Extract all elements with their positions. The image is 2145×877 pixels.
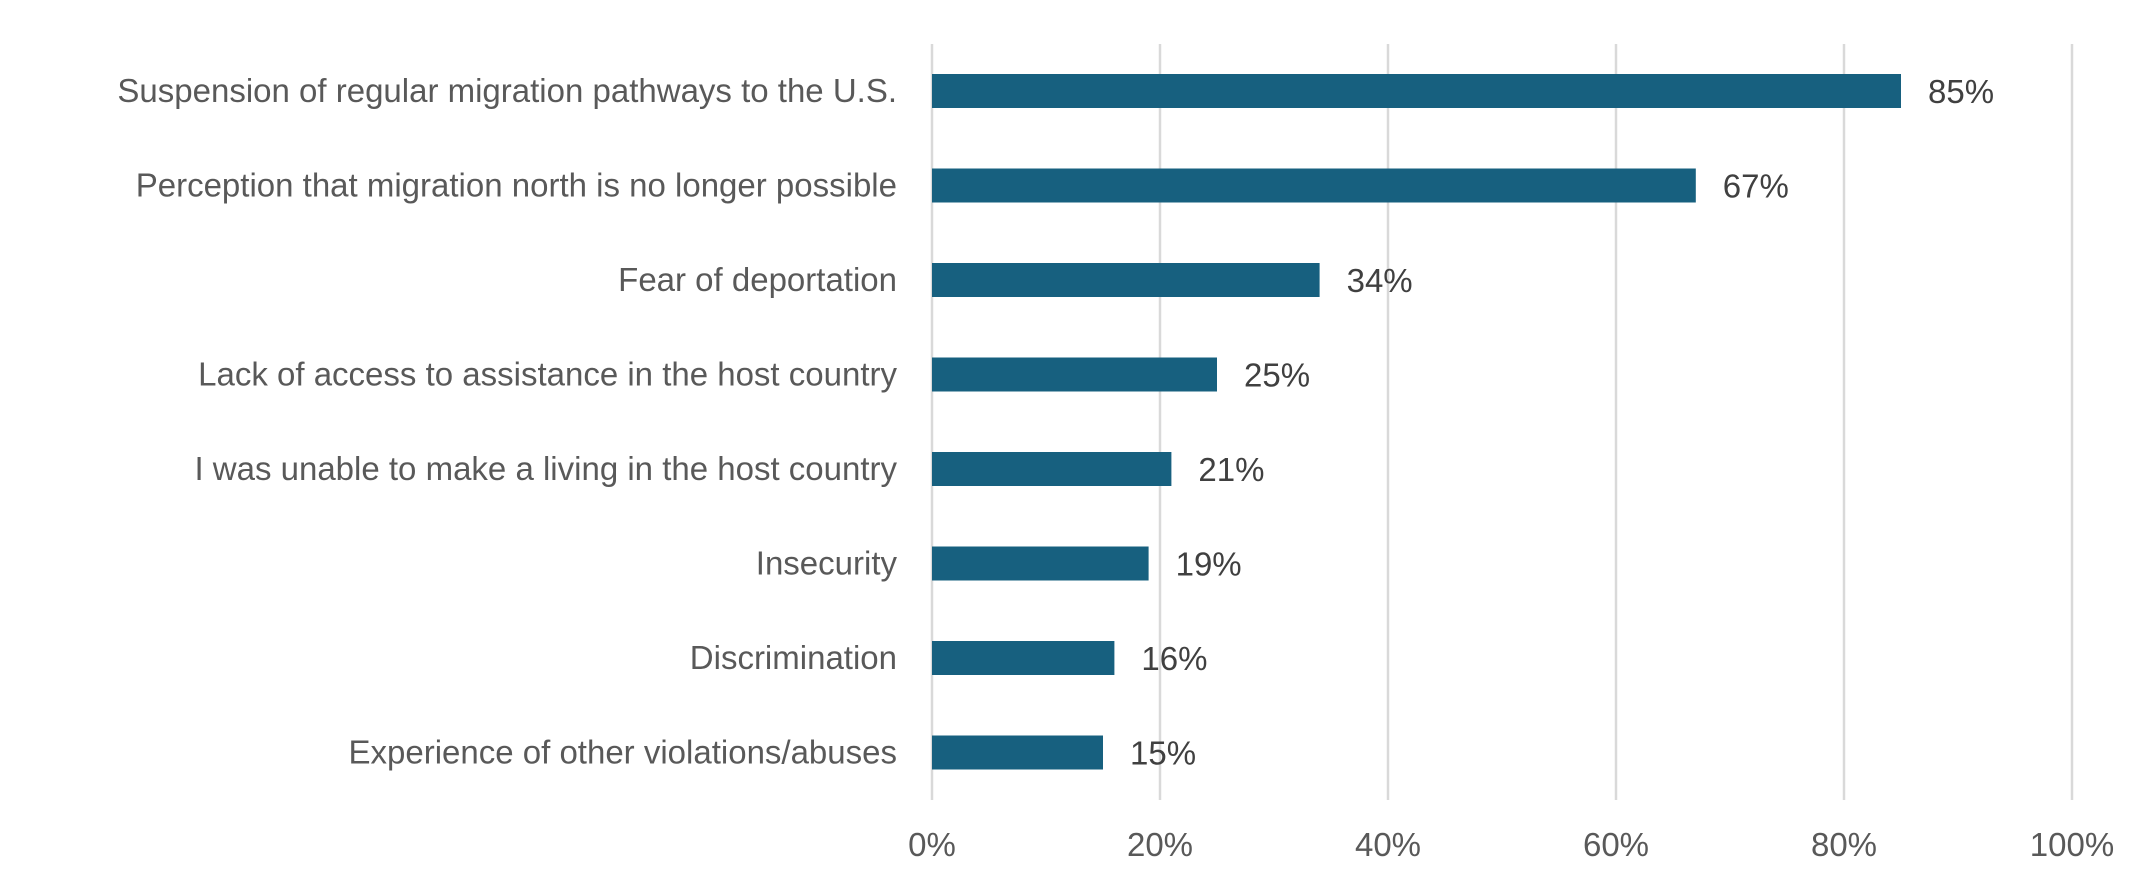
bar-perception-that-migration-north-is-no-longer-possible <box>932 168 1696 203</box>
category-label: Experience of other violations/abuses <box>349 734 898 771</box>
bar-experience-of-other-violations-abuses <box>932 735 1103 770</box>
x-tick-label: 20% <box>1127 826 1193 863</box>
category-label: Perception that migration north is no lo… <box>136 167 897 204</box>
value-label: 85% <box>1928 73 1994 110</box>
value-label: 15% <box>1130 735 1196 772</box>
bar-discrimination <box>932 641 1115 675</box>
x-tick-label: 0% <box>908 826 956 863</box>
bar-lack-of-access-to-assistance-in-the-host-country <box>932 357 1217 392</box>
value-label: 16% <box>1141 640 1207 677</box>
value-label: 25% <box>1244 357 1310 394</box>
value-label: 67% <box>1723 168 1789 205</box>
x-tick-label: 80% <box>1811 826 1877 863</box>
x-axis-tick-labels: 0% 20% 40% 60% 80% 100% <box>908 826 2114 863</box>
x-tick-label: 40% <box>1355 826 1421 863</box>
category-label: Insecurity <box>756 545 898 582</box>
category-label: Lack of access to assistance in the host… <box>198 356 897 393</box>
value-label: 34% <box>1347 262 1413 299</box>
bars <box>932 74 1901 770</box>
category-label: Suspension of regular migration pathways… <box>117 72 897 109</box>
category-label: Discrimination <box>690 639 897 676</box>
bar-suspension-of-regular-migration-pathways-to-the-u-s <box>932 74 1901 108</box>
bar-i-was-unable-to-make-a-living-in-the-host-country <box>932 452 1172 486</box>
value-label: 19% <box>1176 546 1242 583</box>
category-labels: Suspension of regular migration pathways… <box>117 72 897 771</box>
gridlines <box>930 44 2074 800</box>
bar-insecurity <box>932 546 1149 581</box>
x-tick-label: 60% <box>1583 826 1649 863</box>
category-label: Fear of deportation <box>618 261 897 298</box>
value-labels: 85% 67% 34% 25% 21% 19% 16% 15% <box>1130 73 1994 772</box>
bar-fear-of-deportation <box>932 263 1320 297</box>
x-tick-label: 100% <box>2030 826 2114 863</box>
value-label: 21% <box>1198 451 1264 488</box>
category-label: I was unable to make a living in the hos… <box>194 450 897 487</box>
